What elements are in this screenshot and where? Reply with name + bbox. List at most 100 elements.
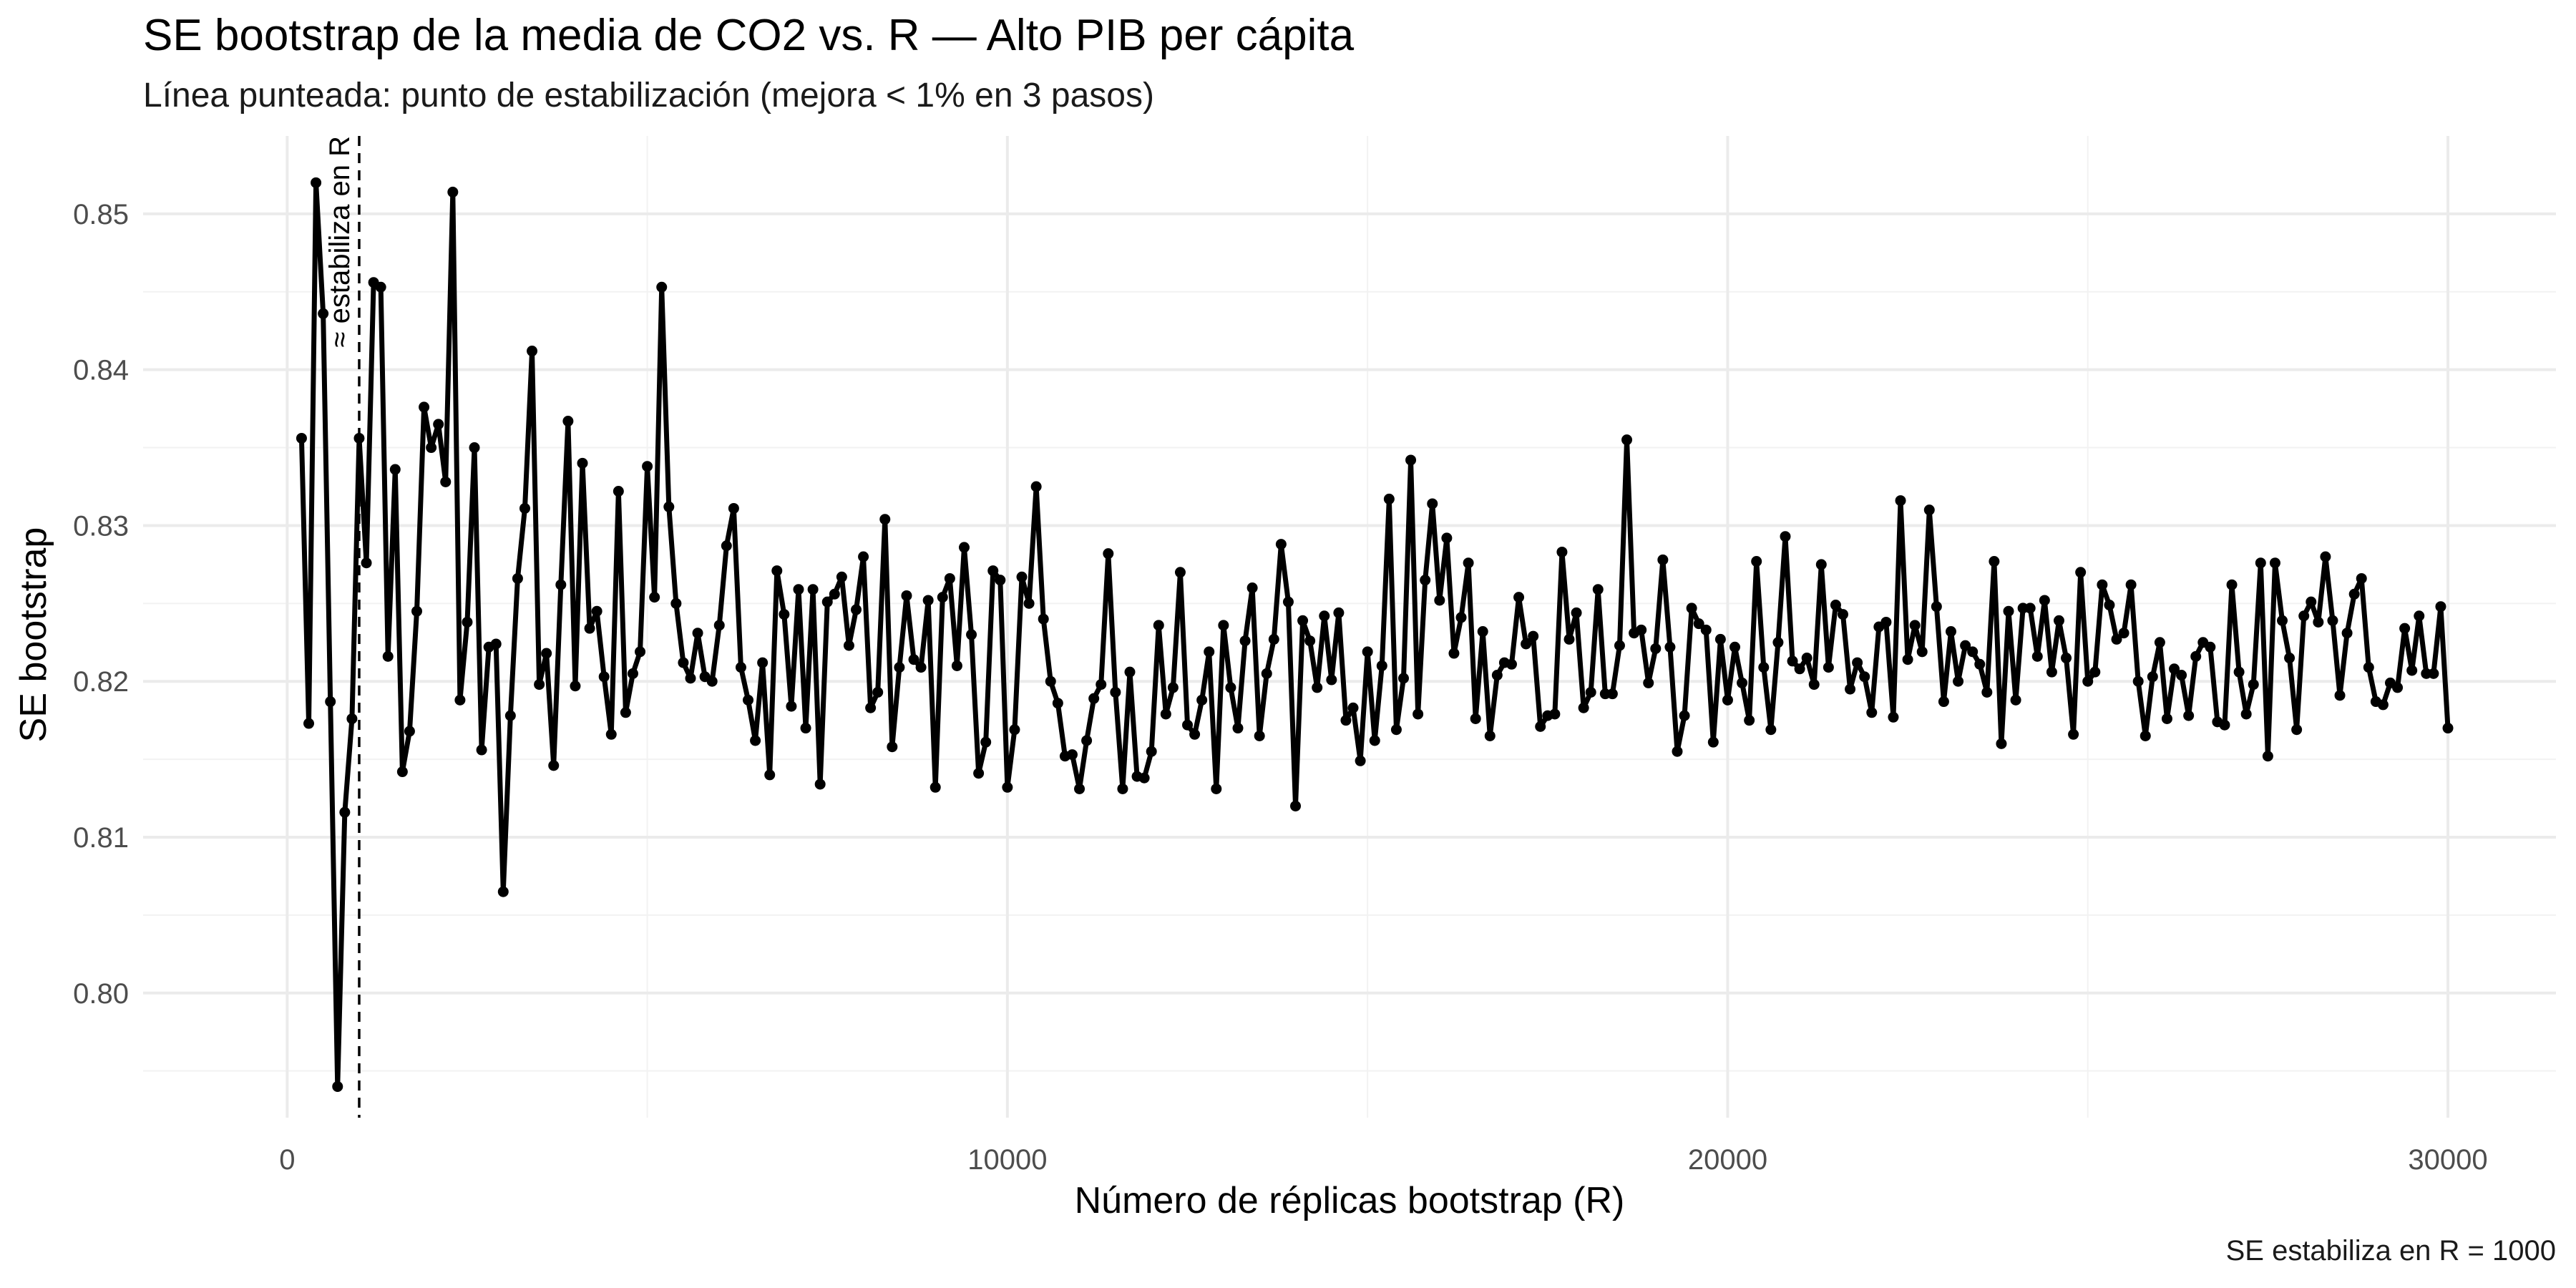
data-point bbox=[771, 565, 783, 577]
data-point bbox=[1455, 612, 1467, 623]
data-point bbox=[2053, 615, 2064, 626]
data-point bbox=[2010, 694, 2021, 706]
data-point bbox=[1110, 686, 1121, 698]
data-point bbox=[1383, 493, 1395, 504]
data-point bbox=[2327, 615, 2338, 626]
data-point bbox=[1390, 724, 1402, 736]
data-point bbox=[757, 657, 769, 668]
data-point bbox=[346, 713, 358, 724]
data-point bbox=[1261, 668, 1272, 679]
data-point bbox=[1506, 658, 1517, 670]
data-point bbox=[1448, 648, 1460, 659]
data-point bbox=[1088, 693, 1100, 704]
data-point bbox=[821, 596, 833, 608]
data-point bbox=[649, 592, 660, 603]
data-point bbox=[426, 442, 437, 454]
data-point bbox=[973, 768, 985, 779]
data-point bbox=[829, 588, 840, 600]
data-point bbox=[2277, 615, 2288, 626]
data-point bbox=[1333, 607, 1345, 618]
data-point bbox=[2406, 665, 2418, 676]
data-point bbox=[1801, 653, 1813, 664]
data-point bbox=[706, 675, 718, 687]
data-point bbox=[504, 710, 516, 721]
data-point bbox=[303, 718, 315, 729]
data-point bbox=[1859, 671, 1870, 683]
data-point bbox=[735, 662, 746, 673]
data-point bbox=[1765, 724, 1777, 736]
data-point bbox=[577, 457, 588, 469]
data-point bbox=[1362, 646, 1373, 658]
data-point bbox=[1045, 675, 1056, 687]
y-tick-label: 0.80 bbox=[73, 978, 129, 1010]
data-point bbox=[2348, 588, 2360, 600]
data-point bbox=[800, 723, 811, 734]
data-point bbox=[2341, 628, 2353, 639]
data-point bbox=[2428, 668, 2439, 679]
data-point bbox=[2068, 728, 2079, 740]
data-point bbox=[1845, 683, 1856, 695]
data-point bbox=[2219, 719, 2230, 731]
data-point bbox=[1563, 633, 1575, 645]
data-point bbox=[1974, 658, 1986, 670]
data-point bbox=[318, 308, 329, 319]
data-point bbox=[1246, 582, 1258, 594]
data-point bbox=[2269, 557, 2280, 569]
data-point bbox=[1081, 735, 1093, 746]
data-point bbox=[1355, 755, 1366, 766]
data-point bbox=[2313, 616, 2324, 628]
data-point bbox=[1650, 643, 1662, 654]
data-point bbox=[1636, 624, 1647, 635]
data-point bbox=[879, 514, 891, 525]
data-point bbox=[555, 579, 567, 590]
data-point bbox=[1780, 531, 1791, 542]
data-point bbox=[447, 186, 459, 197]
data-point bbox=[353, 432, 365, 444]
data-point bbox=[1420, 575, 1431, 586]
y-tick-label: 0.83 bbox=[73, 510, 129, 542]
data-point bbox=[887, 741, 898, 753]
data-point bbox=[462, 616, 473, 628]
data-point bbox=[454, 694, 466, 706]
data-point bbox=[1693, 618, 1704, 630]
data-point bbox=[1239, 635, 1251, 647]
data-point bbox=[642, 461, 653, 472]
data-point bbox=[2356, 572, 2367, 584]
data-point bbox=[843, 640, 854, 651]
data-point bbox=[692, 628, 703, 639]
y-axis-label: SE bootstrap bbox=[13, 527, 54, 743]
data-point bbox=[1297, 615, 1309, 626]
data-point bbox=[930, 781, 941, 793]
data-point bbox=[2291, 724, 2303, 736]
data-point bbox=[901, 590, 912, 601]
data-point bbox=[396, 766, 408, 778]
data-point bbox=[332, 1080, 343, 1092]
data-point bbox=[2255, 557, 2266, 569]
data-point bbox=[1996, 738, 2007, 749]
data-point bbox=[591, 605, 602, 617]
data-point bbox=[1909, 620, 1921, 631]
data-point bbox=[1585, 686, 1596, 698]
data-point bbox=[1556, 546, 1568, 557]
data-point bbox=[1275, 539, 1287, 550]
data-point bbox=[2298, 610, 2310, 622]
data-point bbox=[1282, 596, 1294, 608]
data-point bbox=[1815, 559, 1827, 570]
data-point bbox=[1513, 592, 1525, 603]
data-point bbox=[1888, 711, 1899, 723]
data-point bbox=[1413, 708, 1424, 720]
data-point bbox=[2046, 666, 2057, 678]
y-tick-label: 0.84 bbox=[73, 355, 129, 386]
data-point bbox=[1038, 613, 1049, 625]
data-point bbox=[2284, 653, 2296, 664]
data-point bbox=[764, 769, 776, 781]
data-point bbox=[908, 654, 919, 665]
data-point bbox=[1700, 624, 1712, 635]
data-point bbox=[865, 702, 877, 713]
data-point bbox=[851, 604, 862, 615]
data-point bbox=[1953, 675, 1964, 687]
data-point bbox=[2248, 679, 2259, 691]
data-point bbox=[541, 648, 552, 659]
data-point bbox=[2435, 601, 2446, 613]
